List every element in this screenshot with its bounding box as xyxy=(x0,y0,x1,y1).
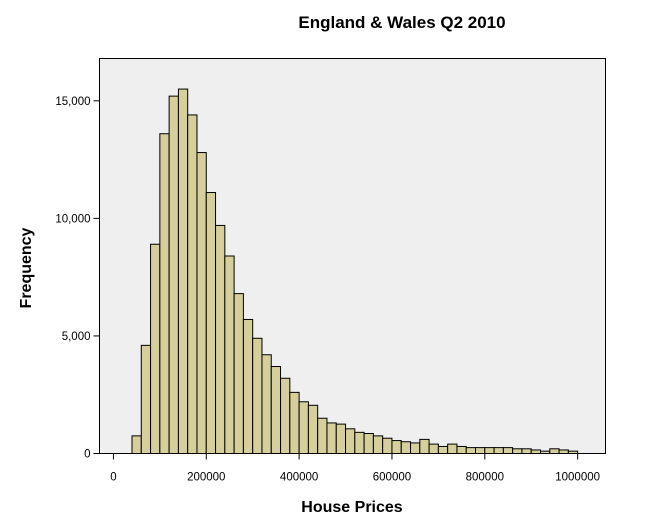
histogram-bar xyxy=(363,433,374,455)
histogram-bar xyxy=(177,88,189,454)
histogram-bar xyxy=(280,377,291,455)
histogram-bar xyxy=(317,417,328,455)
histogram-bar xyxy=(530,449,541,455)
y-axis: 0 5,000 10,000 15,000 xyxy=(55,96,100,461)
histogram-bar xyxy=(252,337,263,455)
histogram-bar xyxy=(558,449,569,455)
histogram-bar xyxy=(270,366,282,455)
histogram-bar xyxy=(345,428,356,454)
y-tick-label: 0 xyxy=(84,449,90,461)
bars-group xyxy=(131,88,579,455)
histogram-bar xyxy=(233,293,244,454)
histogram-bar xyxy=(261,354,272,454)
histogram-bar xyxy=(224,255,235,454)
histogram-bar xyxy=(131,435,142,454)
histogram-bar xyxy=(428,443,439,455)
x-tick-label: 400000 xyxy=(280,472,318,484)
x-axis-title: House Prices xyxy=(301,499,402,516)
histogram-bar xyxy=(484,447,495,454)
histogram-bar xyxy=(205,192,217,455)
histogram-bar xyxy=(289,391,300,454)
y-axis-title: Frequency xyxy=(18,227,35,308)
histogram-bar xyxy=(521,448,532,454)
y-tick-label: 5,000 xyxy=(62,331,91,343)
histogram-bar xyxy=(187,114,198,455)
histogram-bar xyxy=(140,344,152,455)
histogram-bar xyxy=(512,448,523,454)
x-axis: 0 200000 400000 600000 800000 1000000 xyxy=(110,453,600,484)
histogram-bar xyxy=(335,423,347,454)
y-tick-label: 10,000 xyxy=(55,213,90,225)
histogram-bar xyxy=(502,447,514,454)
y-tick-label: 15,000 xyxy=(55,96,90,108)
x-tick-label: 200000 xyxy=(187,472,225,484)
histogram-bar xyxy=(196,152,207,455)
histogram-bar xyxy=(159,133,170,455)
histogram-bar xyxy=(447,443,458,455)
x-tick-label: 600000 xyxy=(373,472,411,484)
histogram-bar xyxy=(419,438,430,455)
histogram-bar xyxy=(215,224,226,454)
histogram-bar xyxy=(549,448,560,454)
histogram-bar xyxy=(410,442,421,455)
histogram-bar xyxy=(475,447,486,454)
histogram-bar xyxy=(391,440,402,455)
histogram-bar xyxy=(567,450,579,454)
histogram-bar xyxy=(400,441,412,454)
histogram-bar xyxy=(354,431,365,454)
x-tick-label: 0 xyxy=(110,472,116,484)
histogram-bar xyxy=(168,95,179,455)
histogram-bar xyxy=(326,422,337,454)
chart-title: England & Wales Q2 2010 xyxy=(298,13,505,32)
x-tick-label: 1000000 xyxy=(555,472,600,484)
histogram-bar xyxy=(372,435,384,454)
histogram-bar xyxy=(456,445,467,455)
histogram-bar xyxy=(540,450,551,454)
histogram-bar xyxy=(465,447,477,454)
x-tick-label: 800000 xyxy=(466,472,504,484)
histogram-bar xyxy=(493,447,504,454)
histogram-bar xyxy=(307,404,319,454)
histogram-bar xyxy=(382,437,393,455)
histogram-bar xyxy=(150,243,161,454)
histogram-bar xyxy=(298,401,309,454)
histogram-bar xyxy=(242,318,254,455)
histogram-bar xyxy=(437,445,449,455)
